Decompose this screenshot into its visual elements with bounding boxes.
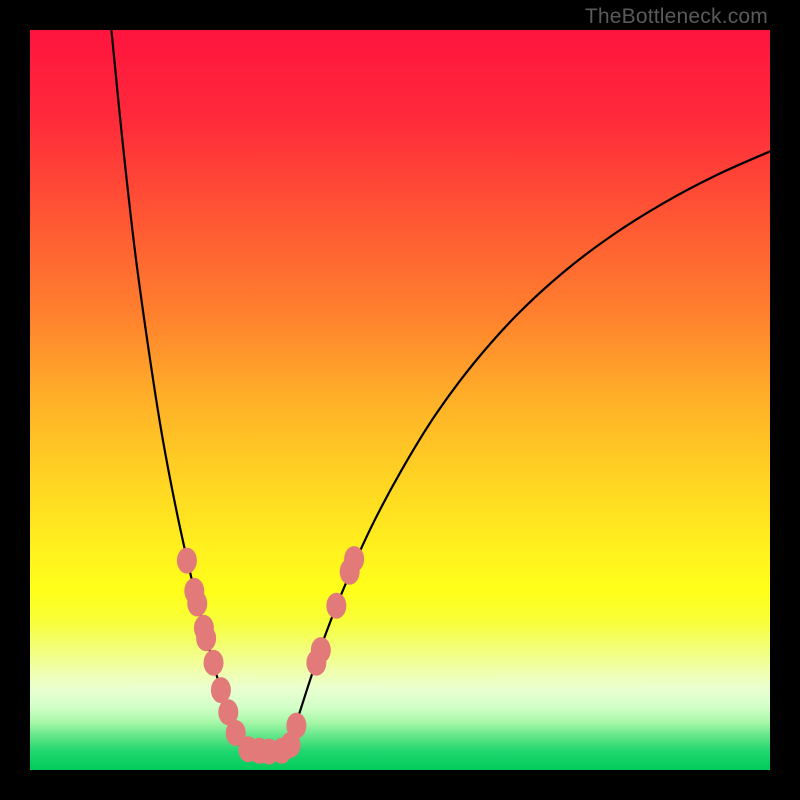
data-marker	[211, 677, 231, 703]
data-marker	[187, 591, 207, 617]
data-marker	[344, 546, 364, 572]
data-marker	[311, 637, 331, 663]
chart-svg	[30, 30, 770, 770]
plot-area	[30, 30, 770, 770]
data-marker	[326, 593, 346, 619]
data-marker	[196, 625, 216, 651]
outer-frame: TheBottleneck.com	[0, 0, 800, 800]
data-marker	[286, 713, 306, 739]
data-marker	[204, 650, 224, 676]
watermark-text: TheBottleneck.com	[585, 5, 768, 29]
data-marker	[177, 548, 197, 574]
gradient-background	[30, 30, 770, 770]
